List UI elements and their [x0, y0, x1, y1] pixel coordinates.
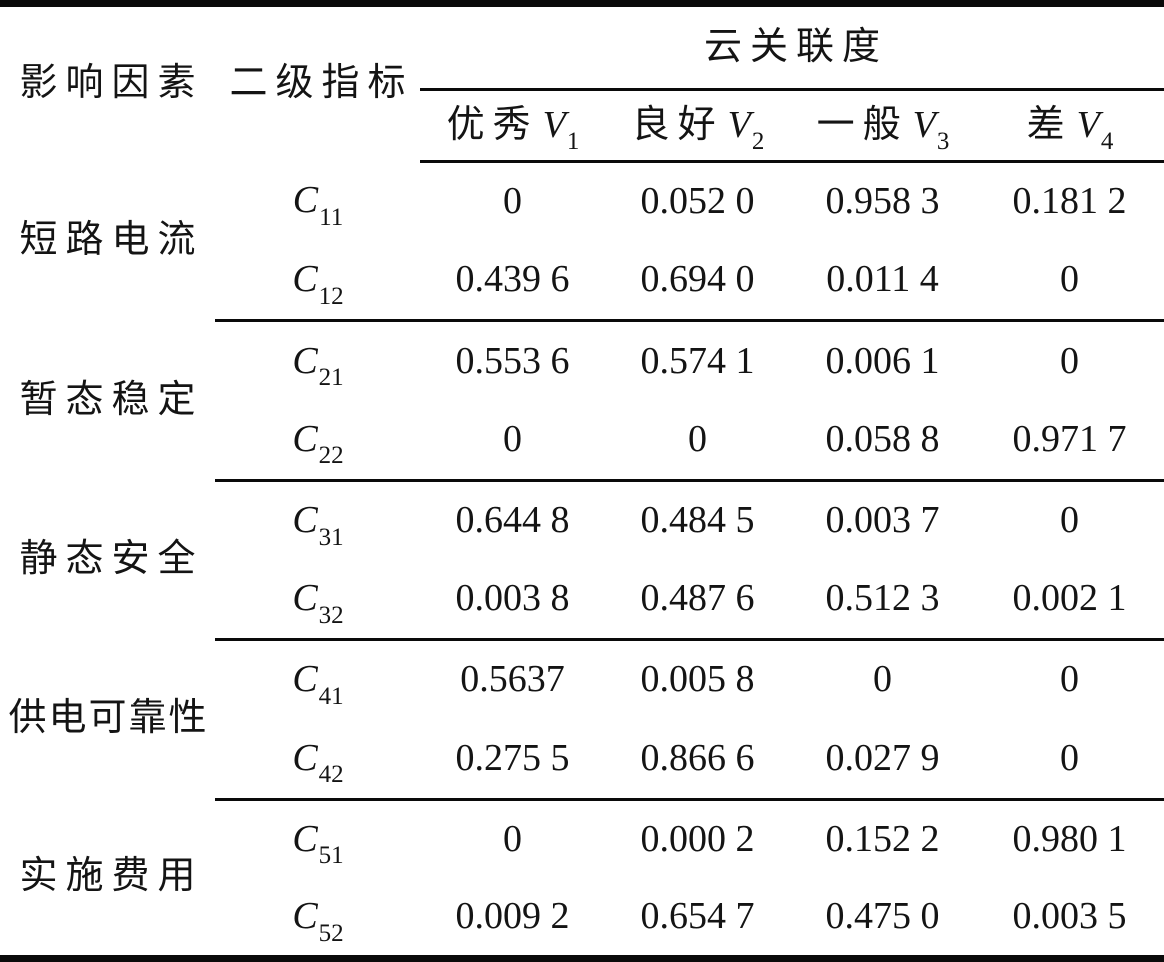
- column-header-factor: 影响因素: [0, 4, 215, 162]
- level-symbol: V2: [727, 103, 765, 156]
- table-row: C42 0.275 5 0.866 6 0.027 9 0: [0, 719, 1164, 801]
- indicator-cell: C21: [292, 339, 344, 392]
- factor-cell: 短路电流: [19, 219, 204, 262]
- table-row: 供电可靠性 C41 0.5637 0.005 8 0 0: [0, 640, 1164, 739]
- value-cell: 0.011 4: [790, 241, 975, 323]
- value-cell: 0.052 0: [640, 180, 755, 223]
- factor-cell: 实施费用: [19, 855, 204, 898]
- value-cell: 0.027 9: [790, 719, 975, 801]
- value-cell: 0.5637: [460, 658, 565, 701]
- column-header-v4: 差 V4: [975, 89, 1164, 163]
- header-row-levels: 优秀 V1 良好 V2 一般 V3 差 V4: [0, 89, 1164, 163]
- column-header-v3: 一般 V3: [790, 89, 975, 163]
- factor-cell: 静态安全: [19, 538, 204, 581]
- value-cell: 0.866 6: [605, 719, 790, 801]
- value-cell: 0.694 0: [605, 241, 790, 323]
- level-symbol: V1: [542, 103, 580, 156]
- value-cell: 0: [605, 400, 790, 482]
- indicator-cell: C12: [215, 241, 420, 323]
- value-cell: 0.003 5: [1012, 894, 1127, 937]
- value-cell: 0: [975, 241, 1164, 323]
- value-cell: 0.475 0: [825, 894, 940, 937]
- table-row: 短路电流 C11 0 0.052 0 0.958 3 0.181 2: [0, 162, 1164, 262]
- table-row: C32 0.003 8 0.487 6 0.512 3 0.002 1: [0, 559, 1164, 642]
- value-cell: 0: [503, 180, 522, 223]
- indicator-cell: C42: [215, 719, 420, 801]
- value-cell: 0.512 3: [790, 559, 975, 642]
- value-cell: 0.003 7: [825, 498, 940, 541]
- level-label: 优秀: [446, 103, 539, 146]
- value-cell: 0.275 5: [420, 719, 605, 801]
- value-cell: 0.058 8: [790, 400, 975, 482]
- value-cell: 0: [503, 817, 522, 860]
- indicator-header-label: 二级指标: [229, 62, 414, 105]
- value-cell: 0.006 1: [825, 339, 940, 382]
- value-cell: 0.005 8: [640, 658, 755, 701]
- indicator-cell: C31: [292, 498, 344, 551]
- indicator-cell: C51: [292, 817, 344, 870]
- value-cell: 0.152 2: [825, 817, 940, 860]
- level-symbol: V4: [1076, 103, 1114, 156]
- value-cell: 0.553 6: [455, 339, 570, 382]
- value-cell: 0: [1060, 658, 1079, 701]
- value-cell: 0.654 7: [640, 894, 755, 937]
- header-row-spanner: 影响因素 二级指标 云关联度: [0, 3, 1164, 104]
- indicator-cell: C11: [292, 179, 344, 232]
- table-row: C52 0.009 2 0.654 7 0.475 0 0.003 5: [0, 879, 1164, 959]
- indicator-cell: C52: [292, 894, 344, 947]
- value-cell: 0.009 2: [455, 894, 570, 937]
- table-row: C12 0.439 6 0.694 0 0.011 4 0: [0, 241, 1164, 323]
- value-cell: 0.003 8: [420, 559, 605, 642]
- value-cell: 0.574 1: [640, 339, 755, 382]
- value-cell: 0.181 2: [1012, 180, 1127, 223]
- table-row: 静态安全 C31 0.644 8 0.484 5 0.003 7 0: [0, 480, 1164, 580]
- value-cell: 0.002 1: [975, 559, 1164, 642]
- level-label: 一般: [816, 103, 909, 146]
- table-row: 实施费用 C51 0 0.000 2 0.152 2 0.980 1: [0, 799, 1164, 897]
- value-cell: 0.980 1: [1012, 817, 1127, 860]
- factor-header-label: 影响因素: [19, 62, 204, 105]
- value-cell: 0.958 3: [825, 180, 940, 223]
- level-symbol: V3: [912, 103, 950, 156]
- indicator-cell: C32: [215, 559, 420, 642]
- column-header-v2: 良好 V2: [605, 89, 790, 163]
- value-cell: 0: [975, 719, 1164, 801]
- indicator-cell: C41: [292, 658, 344, 710]
- value-cell: 0.487 6: [605, 559, 790, 642]
- table-row: C22 0 0 0.058 8 0.971 7: [0, 400, 1164, 482]
- cloud-correlation-label: 云关联度: [704, 25, 889, 68]
- value-cell: 0.439 6: [420, 241, 605, 323]
- table-row: 暂态稳定 C21 0.553 6 0.574 1 0.006 1 0: [0, 321, 1164, 421]
- level-label: 良好: [631, 103, 724, 146]
- value-cell: 0: [873, 658, 892, 701]
- level-label: 差: [1026, 103, 1073, 146]
- value-cell: 0.971 7: [975, 400, 1164, 482]
- factor-cell: 供电可靠性: [8, 697, 209, 740]
- value-cell: 0.644 8: [455, 498, 570, 541]
- value-cell: 0: [420, 400, 605, 482]
- column-header-indicator: 二级指标: [215, 4, 420, 162]
- indicator-cell: C22: [215, 400, 420, 482]
- column-header-cloud-correlation: 云关联度: [420, 3, 1164, 91]
- value-cell: 0: [1060, 498, 1079, 541]
- value-cell: 0: [1060, 339, 1079, 382]
- factor-cell: 暂态稳定: [19, 378, 204, 421]
- value-cell: 0.000 2: [640, 817, 755, 860]
- value-cell: 0.484 5: [640, 498, 755, 541]
- column-header-v1: 优秀 V1: [420, 89, 605, 163]
